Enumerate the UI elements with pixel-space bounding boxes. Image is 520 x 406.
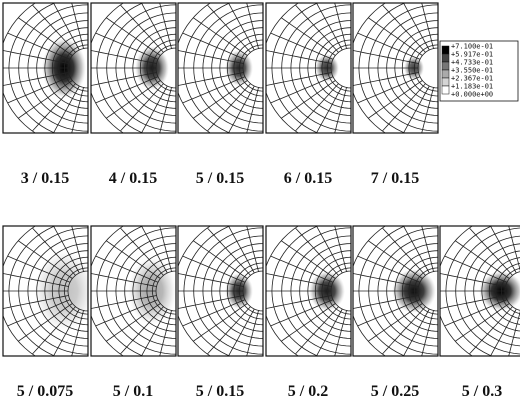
panel-label: 6 / 0.15 — [284, 170, 332, 187]
legend-swatch — [442, 54, 449, 62]
panel-label: 3 / 0.15 — [21, 170, 69, 187]
panel-label: 4 / 0.15 — [109, 170, 157, 187]
panel-label: 5 / 0.075 — [17, 383, 73, 400]
mesh-panel — [349, 210, 438, 371]
figure: 3 / 0.15 4 / 0.15 5 / 0.15 6 / 0.15 7 / 0.15… — [0, 0, 520, 406]
legend-label: +3.550e-01 — [451, 67, 493, 75]
legend-label: +2.367e-01 — [451, 75, 493, 83]
legend-swatch — [442, 78, 449, 86]
mesh-panel — [436, 210, 520, 371]
legend-label: +7.100e-01 — [451, 43, 493, 51]
panel-label: 5 / 0.2 — [288, 383, 328, 400]
panel-label: 5 / 0.3 — [462, 383, 502, 400]
mesh-panel — [262, 210, 351, 371]
legend-label: +1.183e-01 — [451, 83, 493, 91]
mesh-panel — [262, 0, 351, 149]
mesh-panel — [87, 0, 176, 149]
panel-label: 5 / 0.25 — [371, 383, 419, 400]
legend-swatch — [442, 70, 449, 78]
mesh-panel — [87, 210, 176, 371]
mesh-panel — [0, 210, 94, 371]
panel-label: 7 / 0.15 — [371, 170, 419, 187]
mesh-panel — [349, 0, 438, 149]
mesh-panel — [174, 210, 263, 371]
mesh-panel — [0, 0, 88, 149]
legend-swatch — [442, 86, 449, 94]
mesh-panel — [174, 0, 263, 149]
panel-label: 5 / 0.15 — [196, 170, 244, 187]
legend-label: +0.000e+00 — [451, 91, 493, 99]
legend-label: +4.733e-01 — [451, 59, 493, 67]
legend: +7.100e-01+5.917e-01+4.733e-01+3.550e-01… — [440, 41, 518, 101]
legend-label: +5.917e-01 — [451, 51, 493, 59]
legend-swatch — [442, 62, 449, 70]
panel-label: 5 / 0.15 — [196, 383, 244, 400]
panel-label: 5 / 0.1 — [113, 383, 153, 400]
legend-swatch — [442, 46, 449, 54]
